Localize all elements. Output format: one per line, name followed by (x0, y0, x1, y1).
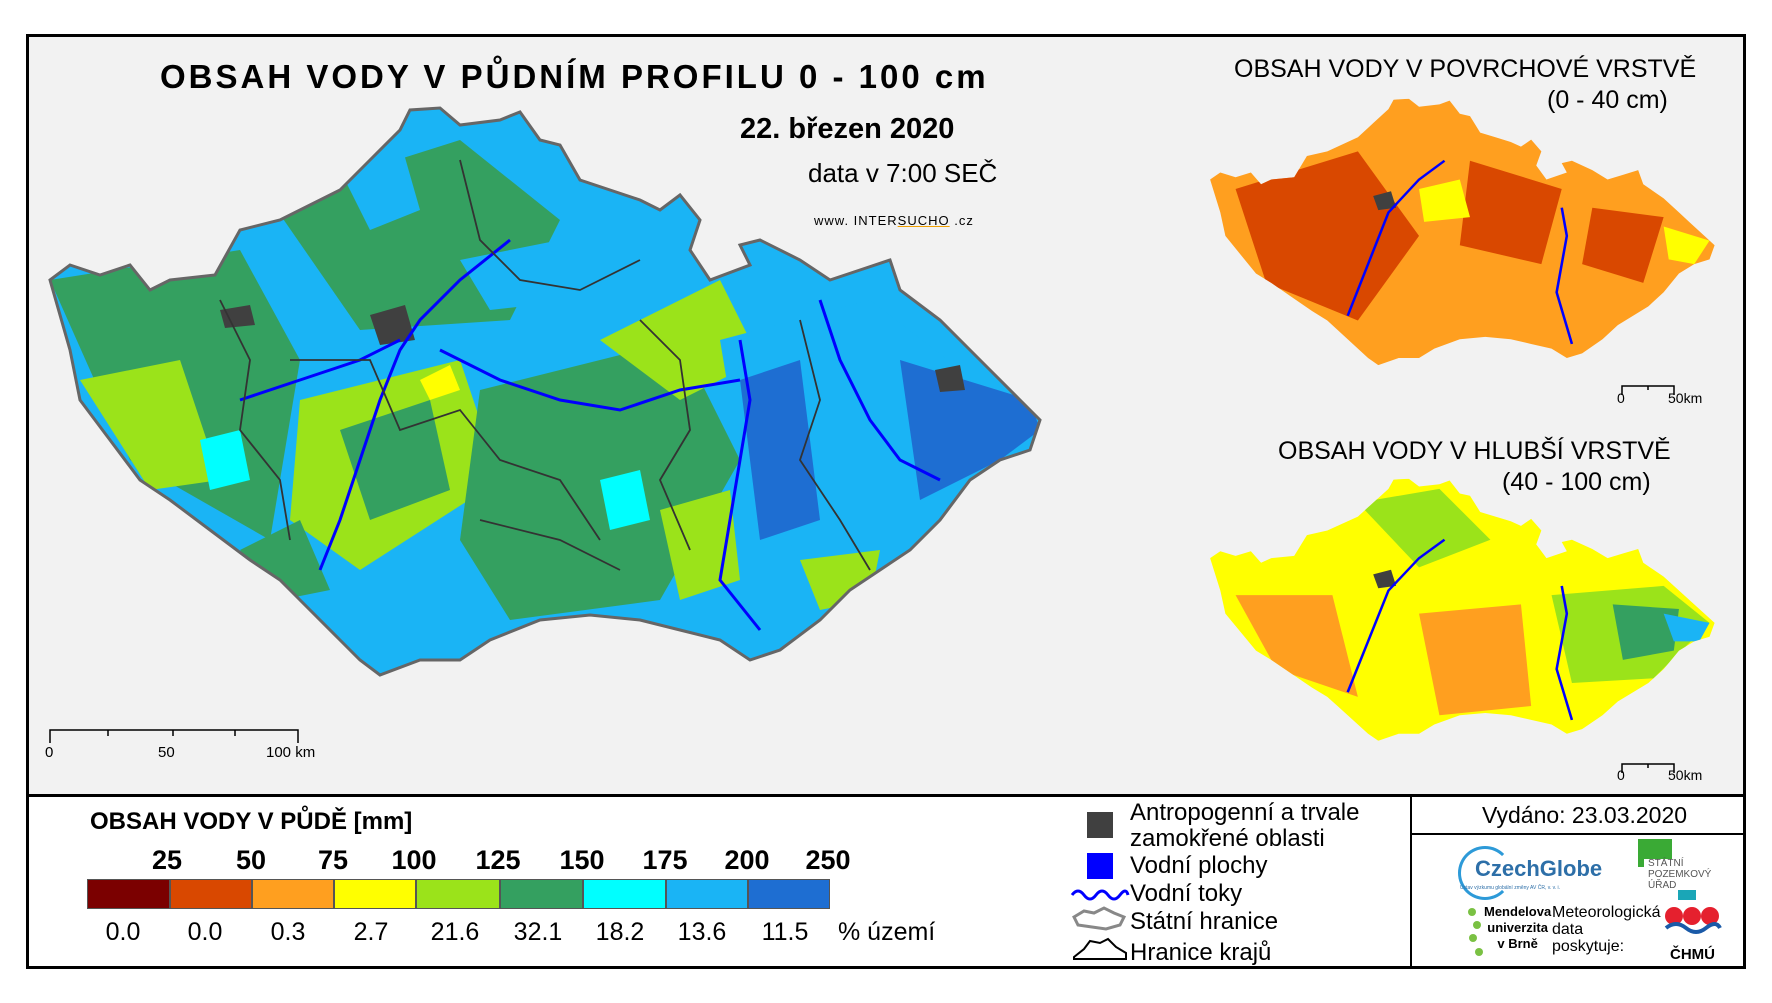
spu-line1: STÁTNÍ (1648, 858, 1684, 869)
anthropogenic-swatch (1087, 812, 1113, 838)
mendel-line3: v Brně (1497, 936, 1538, 951)
meteo-line3: poskytuje: (1552, 938, 1625, 955)
legend-threshold: 25 (151, 845, 183, 875)
legend-percent: 11.5 (761, 918, 809, 946)
legend-threshold: 250 (805, 845, 851, 875)
legend-percent: 13.6 (677, 918, 727, 946)
inset-deep-layer-map[interactable] (1205, 475, 1735, 780)
mendel-logo-text: Mendelova univerzita v Brně (1484, 904, 1551, 952)
divider-vertical (1410, 797, 1412, 966)
legend-percent: 18.2 (595, 918, 645, 946)
legend-title: OBSAH VODY V PŮDĚ [mm] (90, 808, 413, 835)
spu-line2: POZEMKOVÝ (1648, 869, 1712, 880)
inset-bottom-scale-bar (1621, 763, 1675, 773)
map-date: 22. březen 2020 (740, 113, 955, 145)
legend-swatch (583, 879, 666, 909)
spu-logo-bar (1638, 839, 1644, 867)
water-area-swatch (1087, 853, 1113, 879)
scale-label-100: 100 km (266, 744, 316, 761)
mendel-line2: univerzita (1487, 920, 1548, 935)
inset-bottom-scale-0: 0 (1617, 767, 1625, 783)
region-border-label: Hranice krajů (1130, 939, 1272, 966)
anthropogenic-label-line2: zamokřené oblasti (1130, 825, 1325, 852)
inset-top-subtitle: (0 - 40 cm) (1547, 86, 1668, 114)
legend-percent: 32.1 (513, 918, 563, 946)
inset-bottom-scale-50: 50km (1668, 767, 1703, 783)
legend-swatch (170, 879, 252, 909)
legend-threshold: 100 (391, 845, 437, 875)
meteo-line2: data (1552, 921, 1584, 938)
legend-threshold: 200 (724, 845, 770, 875)
data-time: data v 7:00 SEČ (808, 158, 998, 188)
legend-threshold: 75 (317, 845, 349, 875)
scale-label-50: 50 (158, 744, 175, 761)
region-border-icon (1073, 937, 1127, 960)
czechglobe-subtitle: Ústav výzkumu globální změny AV ČR, v. v… (1460, 885, 1561, 891)
map-title: OBSAH VODY V PŮDNÍM PROFILU 0 - 100 cm (160, 58, 989, 95)
anthropogenic-label-line1: Antropogenní a trvale (1130, 799, 1360, 826)
legend-swatch (87, 879, 170, 909)
mendel-line1: Mendelova (1484, 904, 1552, 919)
legend-swatch (666, 879, 748, 909)
legend-percent: 0.3 (270, 918, 306, 946)
meteo-line1: Meteorologická (1552, 904, 1661, 921)
legend-percent-unit: % území (838, 918, 936, 946)
inset-bottom-subtitle: (40 - 100 cm) (1502, 468, 1651, 496)
inset-bottom-title: OBSAH VODY V HLUBŠÍ VRSTVĚ (1278, 437, 1671, 465)
mendel-logo-icon (1468, 908, 1483, 956)
legend-swatch (748, 879, 830, 909)
stream-line-icon (1070, 889, 1130, 901)
legend-percent: 0.0 (105, 918, 141, 946)
legend-threshold: 150 (559, 845, 605, 875)
legend-threshold: 50 (235, 845, 267, 875)
main-soil-moisture-map[interactable] (40, 100, 1080, 760)
chmu-logo-text: ČHMÚ (1670, 946, 1715, 963)
anthropogenic-label: Antropogenní a trvale zamokřené oblasti (1130, 800, 1360, 852)
state-border-label: Státní hranice (1130, 908, 1279, 935)
main-scale-bar (49, 729, 299, 743)
issued-date: Vydáno: 23.03.2020 (1482, 802, 1688, 828)
website-link[interactable]: www. INTERSUCHO .cz (814, 213, 974, 228)
spu-logo-block (1638, 839, 1672, 859)
water-area-label: Vodní plochy (1130, 852, 1268, 879)
czechglobe-logo[interactable]: CzechGlobe (1458, 846, 1602, 900)
inset-top-scale-bar (1621, 385, 1675, 395)
legend-threshold: 125 (475, 845, 521, 875)
stream-label: Vodní toky (1130, 880, 1243, 907)
legend-percent: 2.7 (353, 918, 389, 946)
legend-swatch (334, 879, 416, 909)
legend-percent: 0.0 (187, 918, 223, 946)
website-prefix: www. INTER (814, 213, 898, 228)
divider-horizontal (29, 794, 1743, 797)
state-border-icon (1072, 906, 1127, 931)
spu-logo-text: STÁTNÍ POZEMKOVÝ ÚŘAD (1648, 858, 1711, 891)
legend-swatch (252, 879, 334, 909)
inset-top-scale-50: 50km (1668, 390, 1703, 406)
inset-top-title: OBSAH VODY V POVRCHOVÉ VRSTVĚ (1234, 55, 1697, 83)
legend-swatch (500, 879, 583, 909)
divider-issued (1412, 833, 1743, 835)
inset-surface-layer-map[interactable] (1205, 95, 1735, 405)
legend-threshold: 175 (642, 845, 688, 875)
legend-percent: 21.6 (430, 918, 480, 946)
czechglobe-ring-icon (1458, 846, 1512, 900)
chmu-logo-icon (1664, 890, 1722, 934)
website-suffix: .cz (949, 213, 974, 228)
inset-top-scale-0: 0 (1617, 390, 1625, 406)
spu-line3: ÚŘAD (1648, 880, 1677, 891)
scale-label-0: 0 (45, 744, 54, 761)
website-brand: SUCHO (897, 213, 950, 228)
legend-swatch (416, 879, 500, 909)
meteo-provider-text: Meteorologická data poskytuje: (1552, 904, 1661, 955)
